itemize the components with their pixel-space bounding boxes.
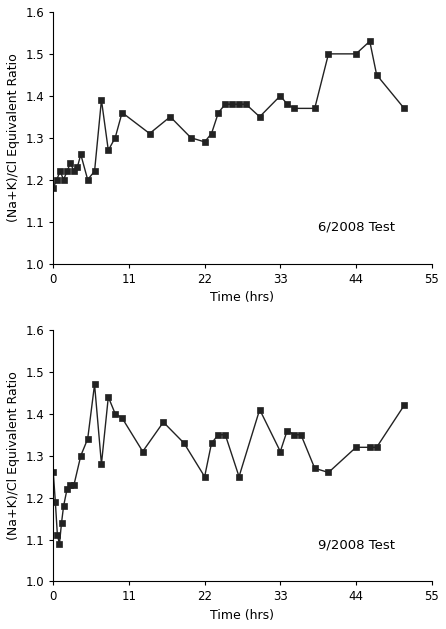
X-axis label: Time (hrs): Time (hrs) bbox=[211, 291, 274, 304]
Text: 6/2008 Test: 6/2008 Test bbox=[318, 220, 395, 233]
X-axis label: Time (hrs): Time (hrs) bbox=[211, 609, 274, 622]
Y-axis label: (Na+K)/Cl Equivalent Ratio: (Na+K)/Cl Equivalent Ratio bbox=[7, 371, 20, 540]
Y-axis label: (Na+K)/Cl Equivalent Ratio: (Na+K)/Cl Equivalent Ratio bbox=[7, 53, 20, 222]
Text: 9/2008 Test: 9/2008 Test bbox=[318, 538, 395, 551]
